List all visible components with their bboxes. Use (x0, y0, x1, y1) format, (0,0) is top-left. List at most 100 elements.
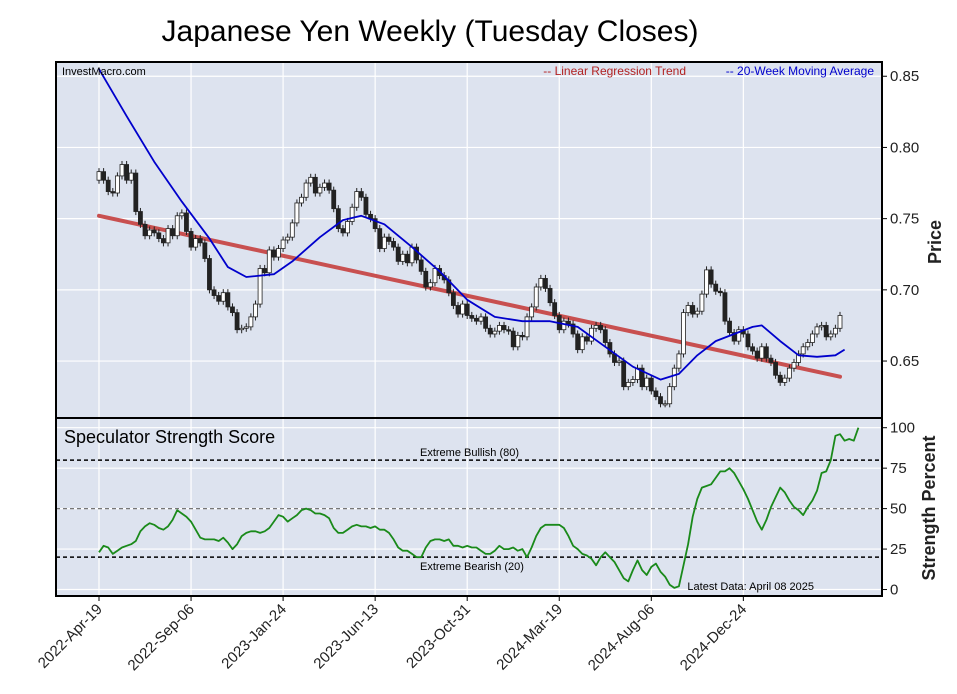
legend-regression-label: -- Linear Regression Trend (543, 64, 686, 78)
candle-body (322, 182, 327, 188)
x-tick-label: 2023-Oct-31 (403, 601, 474, 672)
candle-body (115, 175, 120, 194)
candle-body (133, 172, 139, 212)
candle-body (174, 215, 180, 237)
candle-body (151, 229, 157, 234)
candle-body (280, 239, 286, 249)
candle-body (243, 326, 249, 329)
candle-body (381, 236, 387, 249)
candle-body (165, 228, 171, 244)
candle-body (759, 346, 765, 359)
candle-body (101, 171, 107, 181)
candle-body (543, 278, 548, 289)
candle-body (570, 323, 576, 335)
strength-panel-label: Speculator Strength Score (64, 427, 275, 447)
candle-body (179, 212, 185, 217)
candle-body (561, 320, 567, 331)
candle-body (197, 238, 203, 244)
x-tick-label: 2024-Mar-19 (493, 601, 566, 674)
candle-body (478, 316, 484, 322)
candle-body (533, 286, 539, 308)
extreme-bullish-label: Extreme Bullish (80) (420, 447, 519, 459)
moving-average-line (98, 68, 846, 381)
candle-body (331, 189, 337, 210)
candle-body (750, 346, 755, 352)
candle-body (520, 335, 525, 338)
moving-average-path (98, 68, 846, 381)
candle-body (299, 196, 304, 204)
candle-body (681, 312, 686, 355)
candle-body (492, 330, 498, 335)
candle-body (391, 241, 396, 248)
strength-score-line (98, 427, 860, 589)
candle-body (745, 333, 751, 348)
candle-body (722, 292, 728, 322)
candle-body (662, 403, 668, 406)
candle-body (510, 330, 516, 348)
candle-body (220, 292, 226, 302)
x-tick-label: 2022-Sep-06 (125, 601, 198, 674)
latest-data-note: Latest Data: April 08 2025 (687, 581, 814, 593)
candle-body (796, 353, 801, 363)
candle-body (161, 238, 166, 244)
candle-body (823, 325, 829, 338)
candle-body (589, 327, 594, 342)
price-y-tick-label: 0.80 (890, 139, 919, 156)
candle-body (262, 268, 268, 274)
candle-body (644, 377, 650, 388)
strength-score-path (98, 427, 860, 589)
candle-body (694, 310, 700, 315)
candle-body (432, 268, 438, 284)
strength-panel-frame (55, 417, 883, 597)
candle-body (782, 377, 788, 383)
candle-body (207, 258, 212, 291)
legend-ma-label: -- 20-Week Moving Average (726, 64, 875, 78)
candle-body (271, 249, 277, 258)
price-y-tick-label: 0.70 (890, 282, 919, 299)
candle-body (317, 186, 323, 194)
candle-body (800, 346, 806, 355)
candle-body (621, 360, 627, 388)
candle-body (474, 317, 479, 322)
candle-body (464, 303, 470, 316)
candle-body (708, 269, 714, 285)
candle-body (690, 305, 696, 315)
strength-y-axis: 100 75 50 25 0 (882, 420, 915, 599)
candle-body (193, 238, 199, 248)
candle-body (96, 171, 102, 181)
candle-body (483, 316, 489, 329)
x-tick-label: 2024-Dec-24 (677, 601, 750, 674)
candle-body (202, 242, 208, 259)
candle-body (667, 386, 673, 405)
price-axis-title: Price (925, 220, 945, 264)
candle-body (156, 232, 162, 239)
candle-body (124, 164, 130, 181)
candle-body (147, 229, 153, 237)
candle-body (717, 290, 723, 294)
candle-body (372, 218, 378, 230)
candle-body (538, 278, 544, 288)
strength-axis-title: Strength Percent (919, 435, 939, 580)
candle-body (501, 325, 507, 331)
candle-body (423, 270, 429, 288)
candle-body (395, 246, 401, 262)
candle-body (727, 320, 732, 333)
price-y-axis: 0.85 0.80 0.75 0.70 0.65 (882, 68, 919, 370)
candle-body (786, 367, 792, 379)
candle-body (276, 248, 281, 258)
regression-segment (97, 213, 842, 379)
x-tick-label: 2023-Jun-13 (310, 601, 382, 673)
candle-body (625, 381, 631, 388)
candle-body (184, 212, 189, 232)
candle-body (713, 283, 719, 292)
candle-body (354, 191, 360, 208)
candle-body (579, 336, 585, 351)
candle-body (630, 379, 636, 383)
candle-body (658, 396, 663, 405)
candle-body (837, 315, 843, 329)
candle-body (566, 320, 571, 325)
candle-body (340, 228, 346, 234)
candle-body (239, 327, 245, 331)
candle-body (791, 362, 797, 369)
candle-body (593, 325, 599, 329)
